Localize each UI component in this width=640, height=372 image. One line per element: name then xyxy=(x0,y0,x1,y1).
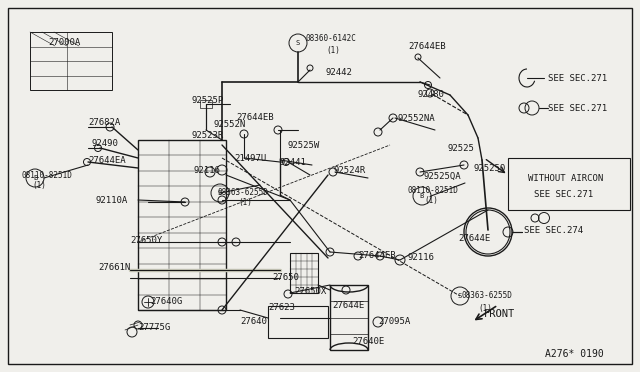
Text: 92110A: 92110A xyxy=(96,196,128,205)
Text: 27661N: 27661N xyxy=(98,263,131,273)
Text: 92525QA: 92525QA xyxy=(424,171,461,180)
Text: 27644EB: 27644EB xyxy=(236,112,274,122)
Text: WITHOUT AIRCON: WITHOUT AIRCON xyxy=(528,173,604,183)
Text: (1): (1) xyxy=(424,196,438,205)
Text: 27640E: 27640E xyxy=(352,337,384,346)
Text: 92442: 92442 xyxy=(326,67,353,77)
Text: 92116: 92116 xyxy=(408,253,435,263)
Text: 27682A: 27682A xyxy=(88,118,120,126)
Text: 08363-6255D: 08363-6255D xyxy=(462,292,513,301)
Text: 27775G: 27775G xyxy=(138,324,170,333)
Text: B: B xyxy=(420,193,424,199)
Text: SEE SEC.271: SEE SEC.271 xyxy=(534,189,593,199)
Text: FRONT: FRONT xyxy=(484,309,515,319)
Text: 27623: 27623 xyxy=(268,304,295,312)
Bar xyxy=(268,306,328,338)
Text: (1): (1) xyxy=(238,198,252,206)
Text: 08360-6142C: 08360-6142C xyxy=(306,33,357,42)
Text: S: S xyxy=(458,293,462,299)
Bar xyxy=(330,285,368,350)
Text: (1): (1) xyxy=(326,45,340,55)
Text: 92525: 92525 xyxy=(448,144,475,153)
Text: 92523R: 92523R xyxy=(192,131,224,140)
Text: (1): (1) xyxy=(478,304,492,312)
Text: 92525P: 92525P xyxy=(192,96,224,105)
Text: 92552NA: 92552NA xyxy=(398,113,436,122)
Text: SEE SEC.274: SEE SEC.274 xyxy=(524,225,583,234)
Text: 27095A: 27095A xyxy=(378,317,410,327)
Text: S: S xyxy=(296,40,300,46)
Text: S: S xyxy=(218,190,222,196)
Text: 27644E: 27644E xyxy=(332,301,364,311)
Text: 08363-6255D: 08363-6255D xyxy=(218,187,269,196)
Bar xyxy=(508,158,630,210)
Text: 27644EA: 27644EA xyxy=(88,155,125,164)
Text: 92524R: 92524R xyxy=(333,166,365,174)
Text: A276* 0190: A276* 0190 xyxy=(545,349,604,359)
Bar xyxy=(138,140,226,310)
Text: 27650X: 27650X xyxy=(294,288,326,296)
Text: 92490: 92490 xyxy=(92,138,119,148)
Text: (1): (1) xyxy=(32,180,46,189)
Text: 27640G: 27640G xyxy=(150,298,182,307)
Text: 27650Y: 27650Y xyxy=(130,235,163,244)
Bar xyxy=(30,32,112,90)
Bar xyxy=(290,253,318,293)
Text: 92552N: 92552N xyxy=(214,119,246,128)
Text: SEE SEC.271: SEE SEC.271 xyxy=(548,74,607,83)
Text: B: B xyxy=(33,175,37,181)
Text: 27644EB: 27644EB xyxy=(408,42,445,51)
Text: 92525W: 92525W xyxy=(288,141,320,150)
Text: 27644EB: 27644EB xyxy=(358,251,396,260)
Text: 92116: 92116 xyxy=(194,166,221,174)
Text: 08110-8251D: 08110-8251D xyxy=(408,186,459,195)
Text: SEE SEC.271: SEE SEC.271 xyxy=(548,103,607,112)
Text: 27640: 27640 xyxy=(240,317,267,327)
Text: 92480: 92480 xyxy=(418,90,445,99)
Text: 21497U: 21497U xyxy=(234,154,266,163)
Text: 92525Q: 92525Q xyxy=(474,164,506,173)
Text: 08110-8251D: 08110-8251D xyxy=(22,170,73,180)
Text: 27000A: 27000A xyxy=(48,38,80,46)
Text: 27650: 27650 xyxy=(272,273,299,282)
Text: 27644E: 27644E xyxy=(458,234,490,243)
Text: 92441: 92441 xyxy=(280,157,307,167)
Bar xyxy=(200,100,212,108)
